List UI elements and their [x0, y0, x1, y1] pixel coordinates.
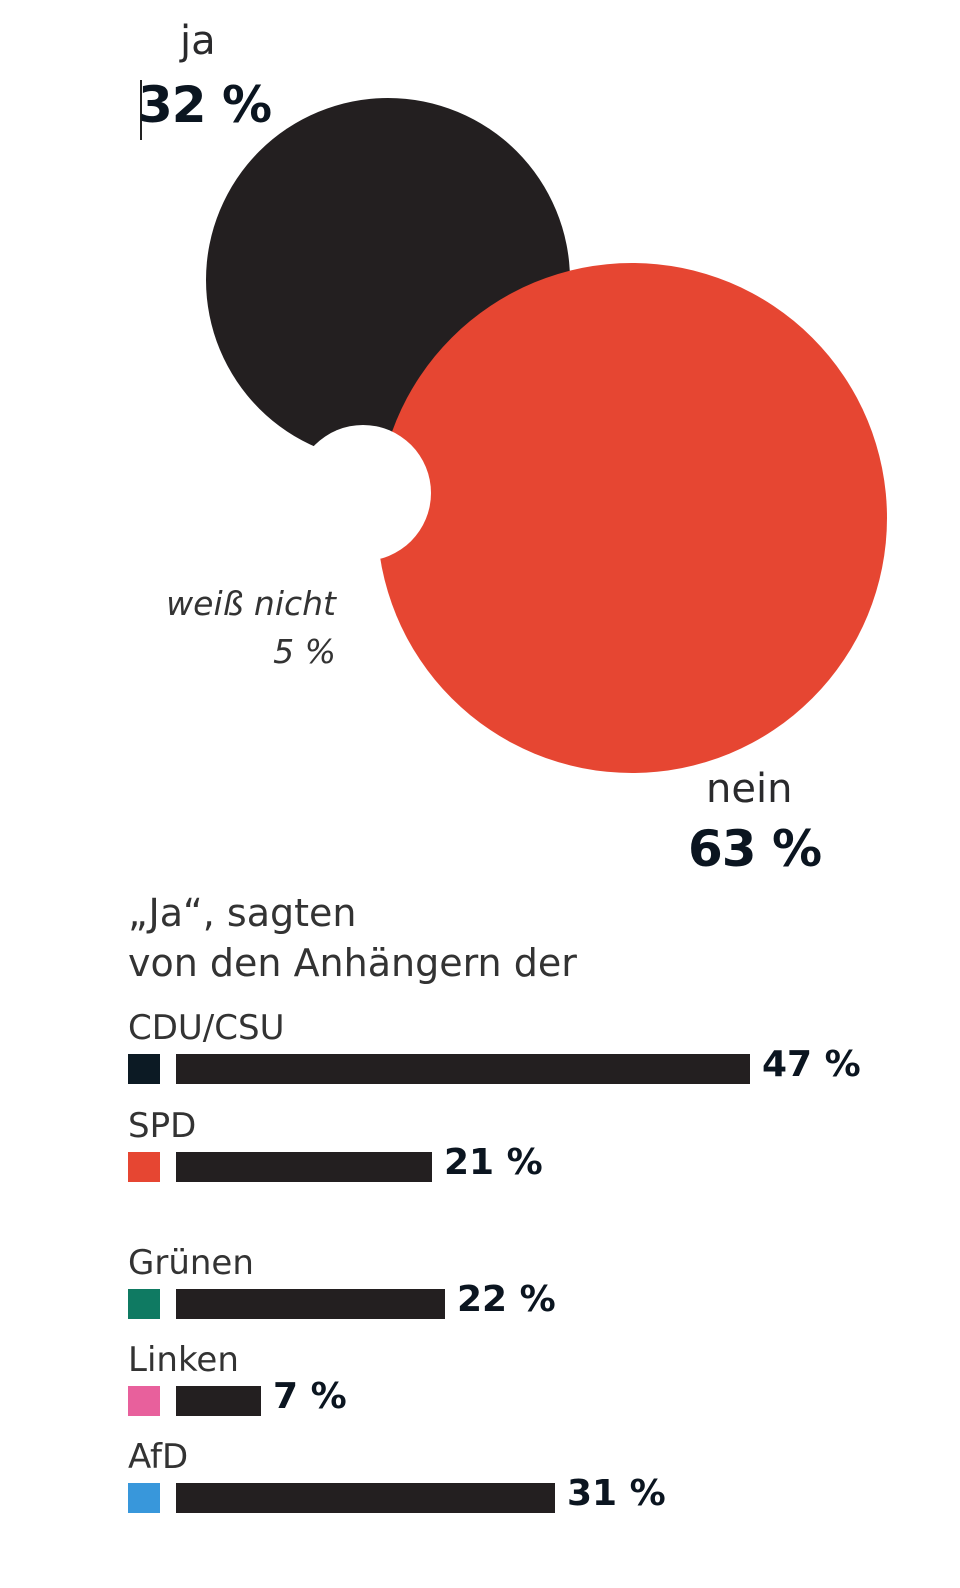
ja-label: ja	[180, 18, 216, 64]
bar-chart-subtitle: „Ja“, sagten von den Anhängern der	[128, 888, 577, 988]
party-bar	[176, 1386, 261, 1416]
party-row: AfD 31 %	[128, 1437, 928, 1527]
party-swatch	[128, 1152, 160, 1182]
party-swatch	[128, 1483, 160, 1513]
nein-bubble	[377, 263, 887, 773]
party-bar-value: 31 %	[567, 1473, 666, 1514]
party-name: CDU/CSU	[128, 1008, 285, 1048]
nein-percent: 63 %	[688, 820, 822, 878]
subtitle-line-1: „Ja“, sagten	[128, 891, 357, 935]
party-name: SPD	[128, 1106, 197, 1146]
party-bar-value: 21 %	[444, 1142, 543, 1183]
party-bar-value: 22 %	[457, 1279, 556, 1320]
party-row: Grünen 22 %	[128, 1243, 928, 1333]
party-row: CDU/CSU 47 %	[128, 1008, 928, 1098]
weiss-nicht-percent: 5 %	[273, 632, 336, 671]
party-name: Linken	[128, 1340, 239, 1380]
party-name: Grünen	[128, 1243, 254, 1283]
nein-label: nein	[706, 766, 793, 812]
party-swatch	[128, 1386, 160, 1416]
party-swatch	[128, 1289, 160, 1319]
party-bar-value: 7 %	[273, 1376, 347, 1417]
party-row: Linken 7 %	[128, 1340, 928, 1430]
party-bar	[176, 1483, 555, 1513]
party-bar	[176, 1289, 445, 1319]
party-bar	[176, 1152, 432, 1182]
party-bar	[176, 1054, 750, 1084]
party-row: SPD 21 %	[128, 1106, 928, 1196]
party-bar-value: 47 %	[762, 1044, 861, 1085]
bubble-chart	[206, 98, 887, 773]
text-cursor	[140, 80, 142, 140]
ja-percent: 32 %	[138, 76, 272, 134]
weiss-nicht-label: weiß nicht	[166, 584, 336, 623]
party-name: AfD	[128, 1437, 189, 1477]
subtitle-line-2: von den Anhängern der	[128, 941, 577, 985]
party-swatch	[128, 1054, 160, 1084]
